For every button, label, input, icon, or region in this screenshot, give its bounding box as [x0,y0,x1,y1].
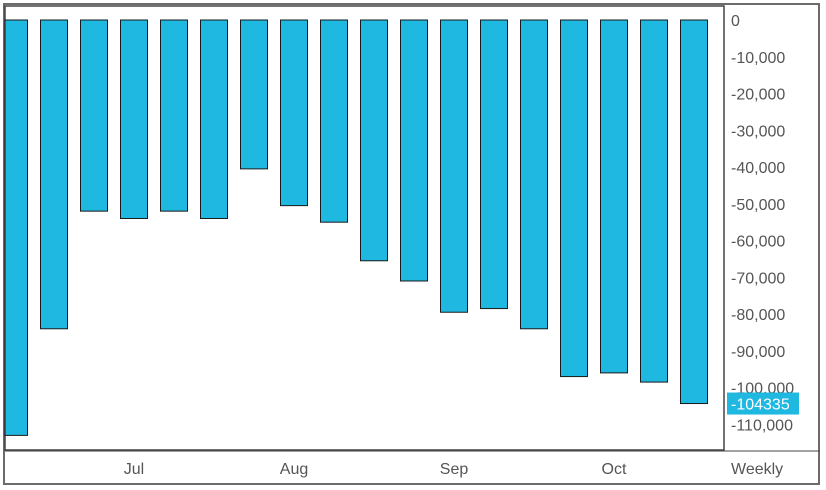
bar-1 [4,19,28,436]
last-value-marker: -104335 [727,392,799,415]
bar-8 [280,19,308,207]
x-tick-label: Oct [602,461,627,478]
x-tick-label: Jul [124,461,144,478]
y-tick-label: -110,000 [731,417,793,434]
bar-16 [600,19,628,374]
y-tick-label: -30,000 [731,123,785,140]
bar-11 [400,19,428,282]
last-value-badge [727,392,799,415]
bar-5 [160,19,188,212]
bars-group [4,19,708,436]
bar-15 [560,19,588,378]
y-tick-label: -20,000 [731,87,785,104]
bar-13 [480,19,508,310]
y-axis: 0 -10,000 -20,000 -30,000 -40,000 -50,000 -60,… [731,13,794,434]
bar-7 [240,19,268,170]
y-tick-label: -60,000 [731,234,785,251]
y-tick-label: 0 [731,13,740,30]
last-value-label: -104335 [731,397,790,414]
bar-2 [40,19,68,330]
bar-12 [440,19,468,313]
bar-14 [520,19,548,330]
y-tick-label: -90,000 [731,344,785,361]
y-tick-label: -50,000 [731,197,785,214]
y-tick-label: -10,000 [731,50,785,67]
bar-3 [80,19,108,212]
x-tick-label: Sep [440,461,469,478]
period-label: Weekly [731,461,783,478]
bar-18 [680,19,708,405]
bar-6 [200,19,228,220]
x-axis: Jul Aug Sep Oct [124,461,627,478]
bar-4 [120,19,148,220]
bar-17 [640,19,668,383]
y-tick-label: -70,000 [731,270,785,287]
y-tick-label: -40,000 [731,160,785,177]
y-tick-label: -80,000 [731,307,785,324]
bar-9 [320,19,348,223]
x-tick-label: Aug [280,461,308,478]
bar-10 [360,19,388,262]
